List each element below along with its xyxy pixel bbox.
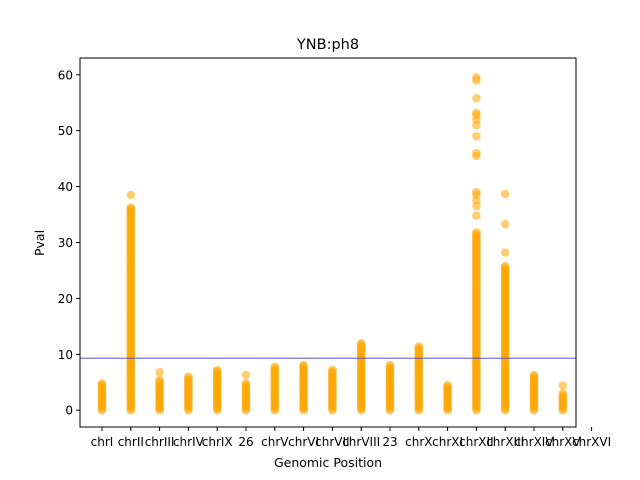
data-point bbox=[472, 187, 481, 197]
data-point bbox=[97, 379, 107, 388]
data-point bbox=[126, 190, 136, 200]
series-column bbox=[356, 338, 366, 415]
series-column bbox=[241, 370, 251, 415]
data-point bbox=[241, 370, 251, 380]
points-layer bbox=[97, 73, 568, 415]
data-point bbox=[500, 248, 510, 257]
data-point bbox=[328, 365, 337, 375]
x-tick-label: chrXI bbox=[432, 435, 463, 449]
data-point bbox=[472, 73, 481, 82]
x-tick-label: chrX bbox=[405, 435, 432, 449]
x-tick-label: chrIX bbox=[202, 435, 233, 449]
data-point bbox=[126, 202, 136, 212]
data-point bbox=[472, 148, 481, 158]
series-column bbox=[97, 379, 107, 415]
series-column bbox=[443, 380, 452, 415]
series-column bbox=[328, 365, 337, 415]
x-tick-label: chrXIII bbox=[486, 435, 524, 449]
series-column bbox=[385, 360, 395, 415]
data-point bbox=[472, 93, 481, 103]
data-point bbox=[385, 360, 395, 370]
x-tick-label: chrXVI bbox=[572, 435, 611, 449]
data-point bbox=[472, 108, 481, 118]
x-tick-label: chrVIII bbox=[342, 435, 380, 449]
y-tick-label: 10 bbox=[58, 348, 73, 362]
x-tick-label: chrIV bbox=[173, 435, 205, 449]
y-tick-label: 30 bbox=[58, 236, 73, 250]
x-tick-label: chrXV bbox=[545, 435, 581, 449]
y-tick-label: 60 bbox=[58, 68, 73, 82]
data-point bbox=[500, 219, 510, 229]
data-point bbox=[500, 261, 510, 271]
series-column bbox=[126, 190, 136, 415]
y-tick-label: 50 bbox=[58, 124, 73, 138]
data-point bbox=[529, 370, 539, 380]
y-axis: 0 10 20 30 40 50 60 bbox=[58, 68, 80, 418]
data-point bbox=[241, 379, 251, 388]
data-point bbox=[558, 381, 568, 390]
x-tick-label: chrIII bbox=[145, 435, 175, 449]
x-tick-label: chrVII bbox=[315, 435, 349, 449]
series-column bbox=[212, 365, 222, 415]
y-tick-label: 40 bbox=[58, 180, 73, 194]
data-point bbox=[356, 338, 366, 348]
x-axis-label: Genomic Position bbox=[274, 455, 382, 470]
data-point bbox=[184, 372, 193, 381]
data-point bbox=[155, 375, 164, 385]
chart-title: YNB:ph8 bbox=[296, 37, 359, 53]
y-tick-label: 20 bbox=[58, 292, 73, 306]
data-point bbox=[472, 131, 481, 141]
data-point bbox=[299, 360, 308, 370]
series-column bbox=[472, 73, 481, 415]
x-tick-label: chrI bbox=[91, 435, 114, 449]
x-tick-label: chrII bbox=[118, 435, 144, 449]
data-point bbox=[472, 211, 481, 220]
data-point bbox=[558, 389, 568, 398]
series-column bbox=[558, 381, 568, 415]
data-point bbox=[443, 380, 452, 390]
data-point bbox=[500, 189, 510, 199]
series-column bbox=[184, 372, 193, 415]
data-point bbox=[212, 365, 222, 375]
series-column bbox=[500, 189, 510, 415]
x-tick-label: chrXII bbox=[459, 435, 493, 449]
series-column bbox=[299, 360, 308, 415]
data-point bbox=[414, 342, 424, 351]
data-point bbox=[155, 367, 164, 377]
series-column bbox=[270, 362, 280, 415]
x-tick-label: chrXIV bbox=[514, 435, 554, 449]
x-tick-label: 26 bbox=[238, 435, 253, 449]
x-tick-label: 23 bbox=[382, 435, 397, 449]
y-tick-label: 0 bbox=[65, 404, 73, 418]
data-point bbox=[472, 228, 481, 237]
y-axis-label: Pval bbox=[32, 230, 47, 256]
x-tick-label: chrV bbox=[261, 435, 289, 449]
x-tick-label: chrVI bbox=[288, 435, 319, 449]
series-column bbox=[529, 370, 539, 415]
data-point bbox=[270, 362, 280, 371]
series-column bbox=[155, 367, 164, 415]
series-column bbox=[414, 342, 424, 415]
